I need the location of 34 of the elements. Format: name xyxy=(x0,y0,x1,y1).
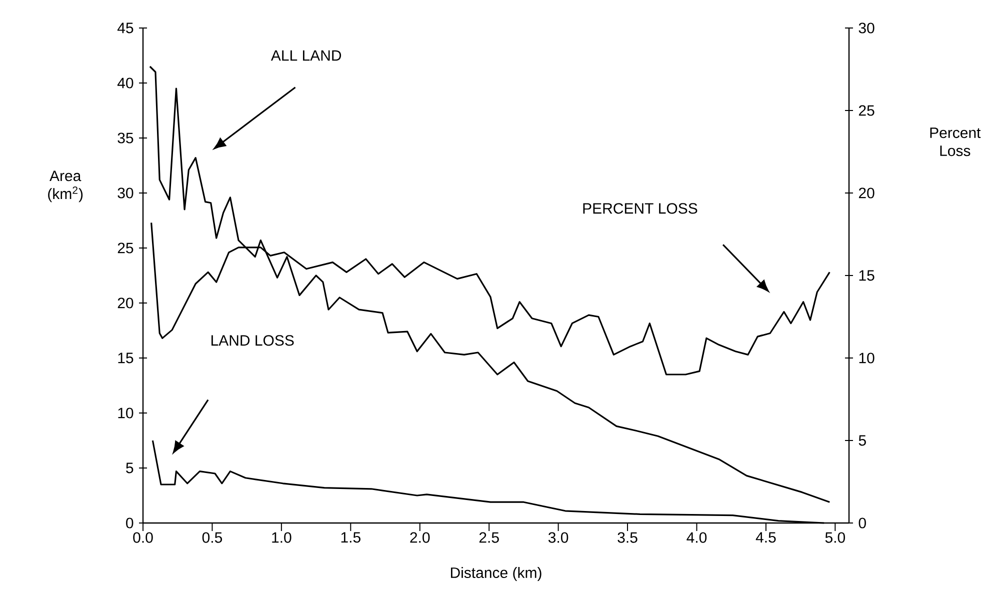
x-axis-title: Distance (km) xyxy=(450,567,542,581)
annotation: PERCENT LOSS xyxy=(583,203,698,214)
y-axis-title: Area (km$^{2}$) xyxy=(48,170,83,202)
annotation: ALL LAND xyxy=(270,50,342,61)
y2-axis-title: Percent Loss xyxy=(930,128,981,156)
x-tick-label: 0.5 xyxy=(202,532,222,543)
x-tick-label: 2.5 xyxy=(479,532,499,543)
x-tick-label: 1.0 xyxy=(272,532,292,543)
annotation: LAND LOSS xyxy=(211,335,294,346)
y2-tick-label: 5 xyxy=(858,435,866,446)
y2-tick-label: 30 xyxy=(858,22,874,34)
y-tick-label: 45 xyxy=(117,22,134,34)
y-tick-label: 25 xyxy=(118,242,134,254)
y2-tick-label: 20 xyxy=(858,188,874,198)
y-tick-label: 0 xyxy=(126,518,134,528)
x-tick-label: 4.0 xyxy=(686,532,707,543)
y-tick-label: 35 xyxy=(118,132,134,144)
x-tick-label: 2.0 xyxy=(410,532,430,543)
x-tick-label: 3.0 xyxy=(548,532,568,543)
y-tick-label: 10 xyxy=(118,408,134,418)
y-tick-label: 30 xyxy=(118,188,134,198)
y2-tick-label: 15 xyxy=(859,270,874,281)
x-tick-label: 3.5 xyxy=(618,532,638,543)
y-tick-label: 40 xyxy=(117,78,134,88)
y2-tick-label: 10 xyxy=(859,352,874,364)
x-tick-label: 5.0 xyxy=(825,532,845,543)
y-tick-label: 15 xyxy=(118,352,134,364)
x-tick-label: 4.5 xyxy=(756,532,776,543)
y-tick-label: 20 xyxy=(118,298,134,308)
y2-tick-label: 0 xyxy=(858,518,866,528)
x-tick-label: 0.0 xyxy=(133,532,153,543)
y-tick-label: 5 xyxy=(126,462,134,474)
y2-tick-label: 25 xyxy=(858,105,874,116)
x-tick-label: 1.5 xyxy=(341,532,360,543)
